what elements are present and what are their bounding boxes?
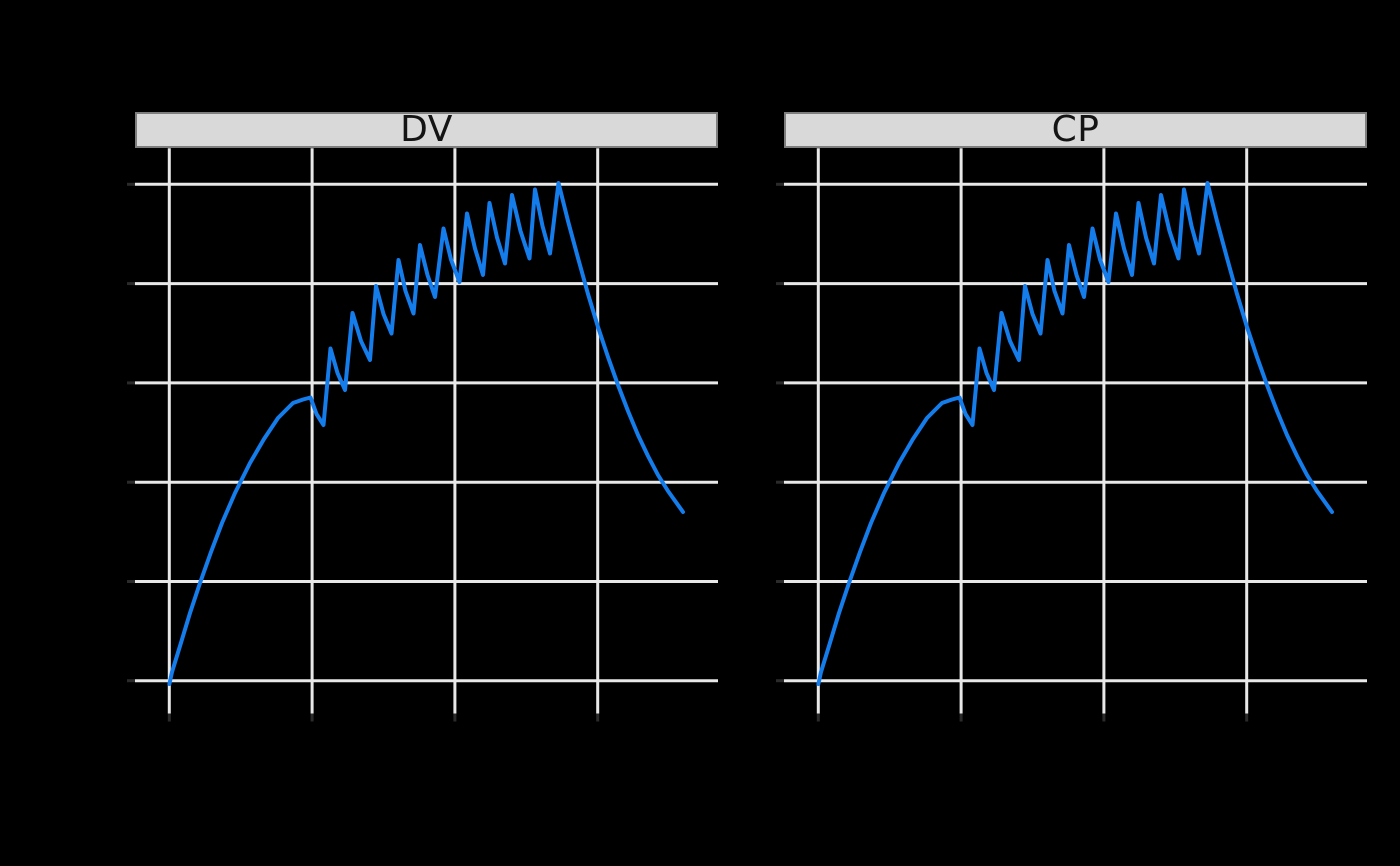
facet-strip-cp: CP xyxy=(784,108,1367,150)
facet-strip-dv: DV xyxy=(135,108,718,150)
facet-strip-dv-label: DV xyxy=(400,108,453,150)
facet-strip-cp-label: CP xyxy=(1051,108,1100,150)
concentration-curve-cp xyxy=(816,181,1334,686)
concentration-curve-dv xyxy=(167,181,685,686)
